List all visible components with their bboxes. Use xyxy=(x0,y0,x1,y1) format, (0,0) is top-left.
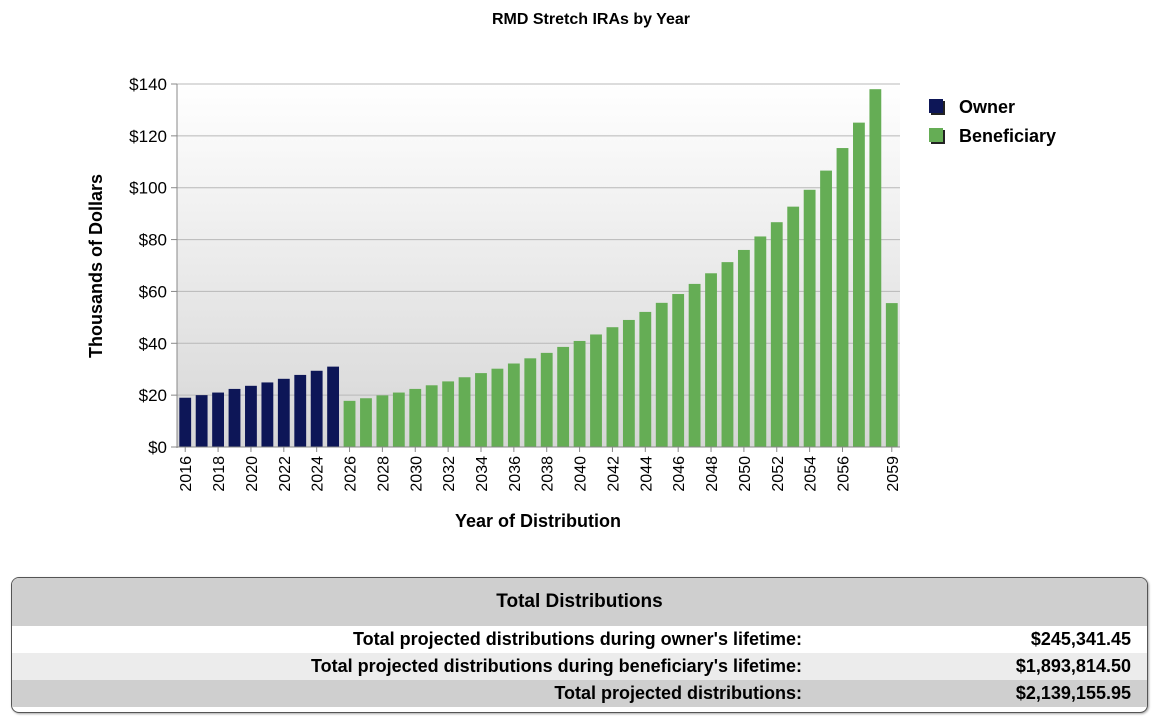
x-tick-label: 2032 xyxy=(441,456,458,492)
x-tick-label: 2022 xyxy=(277,456,294,492)
bar-beneficiary-2051 xyxy=(754,236,767,447)
bar-beneficiary-2049 xyxy=(721,262,734,447)
rmd-bar-chart: RMD Stretch IRAs by Year $0$20$40$60$80$… xyxy=(86,11,1056,531)
summary-row-value: $245,341.45 xyxy=(814,626,1147,653)
y-tick-label: $120 xyxy=(129,127,167,146)
bars xyxy=(179,89,898,447)
x-tick-label: 2036 xyxy=(507,456,524,492)
x-tick-label: 2050 xyxy=(737,456,754,492)
bar-owner-2023 xyxy=(294,374,307,447)
bar-beneficiary-2036 xyxy=(507,363,520,447)
bar-beneficiary-2043 xyxy=(622,319,635,447)
bar-beneficiary-2031 xyxy=(425,385,438,447)
bar-beneficiary-2047 xyxy=(688,283,701,447)
bar-owner-2021 xyxy=(261,382,274,447)
bar-owner-2020 xyxy=(245,385,257,447)
bar-beneficiary-2050 xyxy=(737,249,750,447)
legend-item-beneficiary: Beneficiary xyxy=(929,126,1056,146)
bar-beneficiary-2055 xyxy=(820,170,832,447)
x-tick-label: 2056 xyxy=(835,456,852,492)
x-tick-label: 2040 xyxy=(573,456,590,492)
y-tick-label: $60 xyxy=(139,282,167,301)
x-tick-label: 2054 xyxy=(803,456,820,492)
y-tick-label: $100 xyxy=(129,179,167,198)
bar-owner-2019 xyxy=(228,388,241,447)
x-tick-label: 2048 xyxy=(704,456,721,492)
x-tick-label: 2042 xyxy=(605,456,622,492)
x-tick-label: 2018 xyxy=(211,456,228,492)
bar-beneficiary-2054 xyxy=(803,189,816,447)
x-tick-label: 2016 xyxy=(178,456,195,492)
x-tick-label: 2052 xyxy=(770,456,787,492)
bar-beneficiary-2059 xyxy=(885,303,898,447)
x-axis-label: Year of Distribution xyxy=(455,511,621,531)
bar-owner-2016 xyxy=(179,397,192,447)
summary-row-label: Total projected distributions: xyxy=(12,680,814,707)
bar-beneficiary-2040 xyxy=(573,340,586,447)
bar-beneficiary-2057 xyxy=(853,122,865,447)
summary-row-owner: Total projected distributions during own… xyxy=(12,626,1147,653)
summary-row-value: $1,893,814.50 xyxy=(814,653,1147,680)
summary-row-beneficiary: Total projected distributions during ben… xyxy=(12,653,1147,680)
x-tick-label: 2024 xyxy=(310,456,327,492)
bar-beneficiary-2030 xyxy=(409,388,422,447)
bar-beneficiary-2027 xyxy=(360,398,372,447)
legend: Owner Beneficiary xyxy=(929,97,1056,146)
y-axis-ticks: $0 $20 $40 $60 $80 $100 $120 $140 xyxy=(129,75,177,457)
bar-beneficiary-2048 xyxy=(705,273,717,447)
x-tick-label: 2059 xyxy=(885,456,902,492)
bar-beneficiary-2039 xyxy=(557,346,570,447)
bar-beneficiary-2033 xyxy=(458,377,471,447)
y-tick-label: $80 xyxy=(139,231,167,250)
x-tick-label: 2026 xyxy=(343,456,360,492)
y-tick-label: $40 xyxy=(139,334,167,353)
legend-label-owner: Owner xyxy=(959,97,1015,117)
legend-label-beneficiary: Beneficiary xyxy=(959,126,1056,146)
y-axis-label: Thousands of Dollars xyxy=(86,174,106,358)
legend-swatch-beneficiary xyxy=(929,128,943,142)
x-tick-label: 2038 xyxy=(540,456,557,492)
summary-row-label: Total projected distributions during own… xyxy=(12,626,814,653)
bar-beneficiary-2041 xyxy=(590,334,602,447)
summary-row-value: $2,139,155.95 xyxy=(814,680,1147,707)
x-tick-label: 2034 xyxy=(474,456,491,492)
bar-beneficiary-2053 xyxy=(787,206,800,447)
total-distributions-table: Total Distributions Total projected dist… xyxy=(11,577,1148,713)
x-tick-label: 2046 xyxy=(671,456,688,492)
bar-owner-2025 xyxy=(327,366,340,447)
legend-swatch-owner xyxy=(929,99,943,113)
x-tick-label: 2020 xyxy=(244,456,261,492)
x-axis-ticks: 2016 2018 2020 2022 2024 2026 2028 2030 2032 2034… xyxy=(178,447,902,492)
bar-beneficiary-2034 xyxy=(475,373,487,447)
x-tick-label: 2030 xyxy=(408,456,425,492)
chart-title: RMD Stretch IRAs by Year xyxy=(492,11,690,28)
bar-beneficiary-2044 xyxy=(639,311,652,447)
x-tick-label: 2044 xyxy=(638,456,655,492)
bar-beneficiary-2038 xyxy=(540,352,553,447)
bar-beneficiary-2035 xyxy=(491,368,504,447)
y-tick-label: $20 xyxy=(139,386,167,405)
bar-beneficiary-2058 xyxy=(869,89,882,447)
y-tick-label: $0 xyxy=(148,438,167,457)
bar-beneficiary-2052 xyxy=(770,222,783,447)
bar-beneficiary-2026 xyxy=(343,400,356,447)
bar-beneficiary-2045 xyxy=(655,302,668,447)
bar-beneficiary-2042 xyxy=(606,327,619,447)
bar-beneficiary-2032 xyxy=(442,381,455,447)
summary-header: Total Distributions xyxy=(12,578,1147,626)
bar-beneficiary-2046 xyxy=(672,294,685,447)
x-tick-label: 2028 xyxy=(375,456,392,492)
bar-owner-2024 xyxy=(310,370,323,447)
bar-beneficiary-2029 xyxy=(392,392,405,447)
bar-owner-2022 xyxy=(277,378,290,447)
bar-beneficiary-2028 xyxy=(376,395,389,447)
summary-row-label: Total projected distributions during ben… xyxy=(12,653,814,680)
bar-beneficiary-2056 xyxy=(836,148,849,447)
y-tick-label: $140 xyxy=(129,75,167,94)
legend-item-owner: Owner xyxy=(929,97,1015,117)
bar-beneficiary-2037 xyxy=(524,358,537,447)
summary-row-total: Total projected distributions: $2,139,15… xyxy=(12,680,1147,707)
bar-owner-2018 xyxy=(212,392,224,447)
bar-owner-2017 xyxy=(195,395,208,447)
